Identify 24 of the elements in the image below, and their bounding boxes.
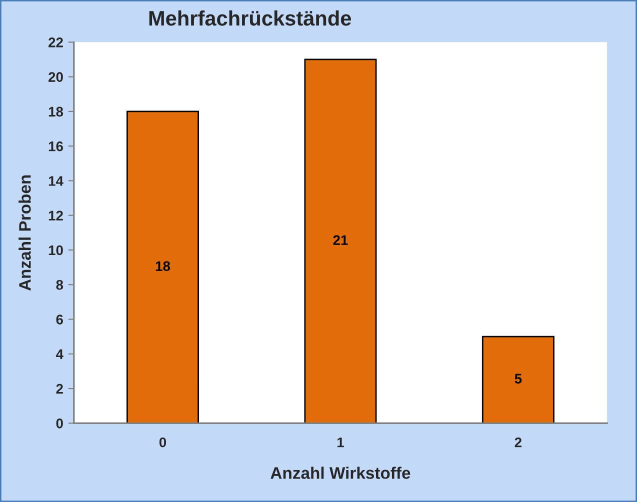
- x-tick-label: 1: [337, 438, 344, 448]
- bar: [482, 336, 554, 424]
- bar: [304, 58, 377, 424]
- data-label: 5: [514, 374, 522, 384]
- y-tick-label: 8: [56, 280, 64, 290]
- chart-title: Mehrfachrückstände: [149, 10, 352, 26]
- x-tick-label: 2: [514, 437, 522, 448]
- y-tick-label: 20: [48, 72, 63, 82]
- data-label: 21: [333, 235, 348, 245]
- y-tick-label: 0: [56, 418, 63, 428]
- x-axis-title: Anzahl Wirkstoffe: [270, 466, 410, 479]
- y-tick-label: 16: [48, 141, 63, 152]
- y-tick-label: 4: [56, 349, 64, 359]
- y-tick-label: 18: [48, 106, 64, 117]
- y-tick-label: 12: [48, 210, 63, 220]
- bar: [126, 110, 199, 424]
- x-tick-label: 0: [159, 437, 166, 448]
- y-tick-label: 22: [48, 38, 63, 48]
- data-label: 18: [156, 261, 170, 272]
- y-tick-label: 2: [56, 384, 63, 394]
- y-tick-label: 10: [48, 245, 63, 256]
- y-tick-label: 6: [56, 314, 63, 324]
- y-axis-title: Anzahl Proben: [18, 175, 31, 291]
- y-tick-label: 14: [48, 176, 64, 186]
